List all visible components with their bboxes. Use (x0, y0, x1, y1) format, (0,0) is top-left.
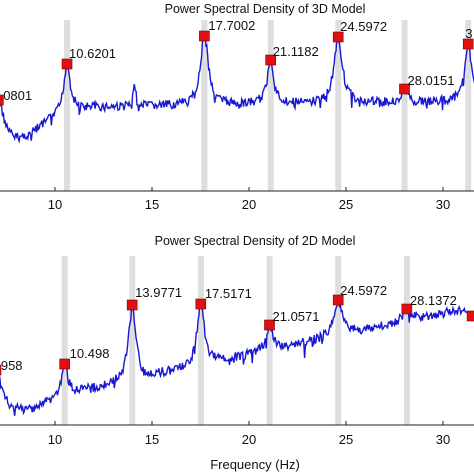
peak-marker (0, 94, 4, 106)
peak-label: 10.6201 (69, 46, 116, 61)
highlight-band (335, 20, 342, 191)
peak-marker (61, 58, 73, 70)
highlight-band (403, 256, 410, 425)
peak-marker (462, 38, 474, 50)
peak-label: 21.1182 (273, 44, 319, 59)
highlight-band (64, 20, 71, 191)
peak-label: 7.0801 (0, 88, 32, 103)
x-tick-label: 25 (339, 432, 353, 447)
highlight-band (401, 20, 408, 191)
peak-label: 24.5972 (340, 19, 387, 34)
highlight-band (266, 256, 273, 425)
highlight-band (197, 256, 204, 425)
highlight-band (335, 256, 342, 425)
peak-marker (466, 310, 474, 322)
highlight-band (267, 20, 274, 191)
peak-label: 28.1372 (410, 293, 457, 308)
x-tick-label: 20 (242, 432, 256, 447)
x-tick-label: 25 (339, 197, 353, 212)
peak-label: 17.7002 (208, 18, 255, 33)
peak-label: 3 (465, 26, 472, 41)
peak-label: 13.9771 (135, 285, 182, 300)
highlight-band (61, 256, 68, 425)
highlight-band (465, 20, 472, 191)
peak-marker (59, 358, 70, 370)
x-tick-label: 30 (436, 432, 450, 447)
peak-marker (195, 298, 207, 310)
chart-title-2d: Power Spectral Density of 2D Model (155, 234, 356, 248)
x-tick-label: 15 (145, 432, 159, 447)
x-tick-label: 10 (48, 197, 62, 212)
peak-label: 6.958 (0, 358, 23, 373)
psd-3d-panel: Power Spectral Density of 3D Model 10 15 2… (0, 2, 474, 212)
highlight-band (129, 256, 136, 425)
highlight-band (201, 20, 208, 191)
x-tick-label: 10 (48, 432, 62, 447)
peak-label: 21.0571 (273, 309, 320, 324)
peak-marker (265, 54, 276, 66)
peak-marker (264, 319, 275, 331)
x-tick-label: 30 (436, 197, 450, 212)
peak-label: 24.5972 (340, 283, 387, 298)
peak-label: 28.0151 (407, 73, 454, 88)
psd-2d-panel: Power Spectral Density of 2D Model 10 15 2… (0, 234, 474, 447)
peak-marker (399, 83, 410, 95)
peak-marker (332, 31, 344, 43)
peak-marker (0, 364, 2, 376)
x-axis-label: Frequency (Hz) (210, 457, 300, 472)
peak-marker (401, 303, 413, 315)
peak-label: 17.5171 (205, 286, 252, 301)
peak-marker (332, 294, 344, 306)
x-tick-label: 20 (242, 197, 256, 212)
psd-3d-series-line (0, 33, 474, 144)
peak-marker (199, 30, 210, 42)
x-tick-label: 15 (145, 197, 159, 212)
peak-marker (126, 299, 138, 311)
chart-title-3d: Power Spectral Density of 3D Model (165, 2, 366, 16)
peak-label: 10.498 (70, 346, 110, 361)
psd-2d-series-line (0, 298, 474, 416)
